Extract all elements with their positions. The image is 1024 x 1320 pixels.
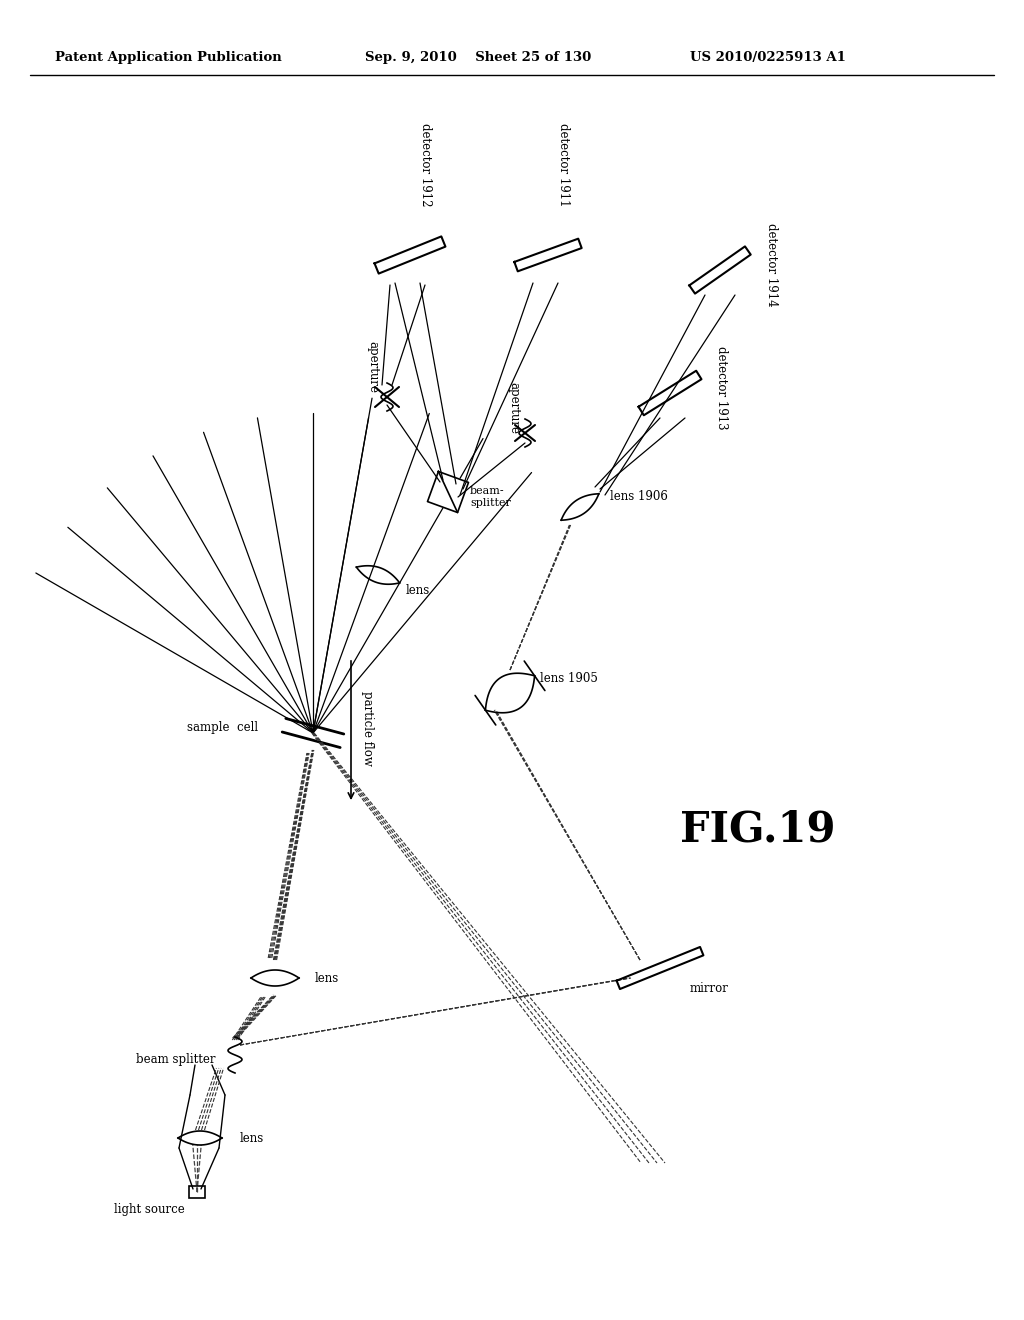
Polygon shape	[427, 471, 469, 512]
Text: Sep. 9, 2010    Sheet 25 of 130: Sep. 9, 2010 Sheet 25 of 130	[365, 50, 591, 63]
Text: Patent Application Publication: Patent Application Publication	[55, 50, 282, 63]
Text: sample  cell: sample cell	[186, 722, 258, 734]
Polygon shape	[375, 236, 445, 273]
Text: beam splitter: beam splitter	[135, 1053, 215, 1067]
Polygon shape	[639, 371, 701, 416]
Text: detector 1911: detector 1911	[556, 123, 569, 207]
Polygon shape	[514, 239, 582, 272]
Text: mirror: mirror	[690, 982, 729, 994]
Text: detector 1912: detector 1912	[419, 123, 431, 207]
Text: light source: light source	[115, 1204, 185, 1217]
Polygon shape	[689, 247, 751, 293]
Text: detector 1914: detector 1914	[765, 223, 778, 306]
Polygon shape	[616, 946, 703, 989]
Text: beam-
splitter: beam- splitter	[470, 486, 511, 508]
Text: detector 1913: detector 1913	[715, 346, 728, 430]
Text: lens 1905: lens 1905	[540, 672, 598, 685]
Text: lens: lens	[315, 972, 339, 985]
Text: lens: lens	[406, 583, 430, 597]
Bar	[189, 1185, 205, 1199]
Text: US 2010/0225913 A1: US 2010/0225913 A1	[690, 50, 846, 63]
Text: lens 1906: lens 1906	[610, 491, 668, 503]
Text: aperture: aperture	[507, 381, 520, 434]
Text: FIG.19: FIG.19	[680, 809, 836, 851]
Text: particle flow: particle flow	[361, 690, 374, 766]
Text: aperture: aperture	[366, 341, 379, 393]
Text: lens: lens	[240, 1131, 264, 1144]
